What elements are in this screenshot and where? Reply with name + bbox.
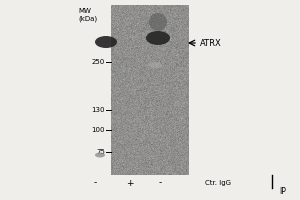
Text: ATRX: ATRX bbox=[200, 38, 222, 47]
Text: MW
(kDa): MW (kDa) bbox=[78, 8, 97, 21]
Text: Ctr. IgG: Ctr. IgG bbox=[205, 180, 231, 186]
Text: IP: IP bbox=[280, 186, 286, 196]
Text: 130: 130 bbox=[92, 107, 105, 113]
Ellipse shape bbox=[146, 31, 170, 45]
Ellipse shape bbox=[95, 36, 117, 48]
Text: 75: 75 bbox=[96, 149, 105, 155]
Ellipse shape bbox=[149, 13, 167, 31]
Bar bbox=[111, 5, 189, 175]
Text: 250: 250 bbox=[92, 59, 105, 65]
Text: -: - bbox=[93, 178, 97, 188]
Ellipse shape bbox=[95, 152, 105, 158]
Ellipse shape bbox=[148, 62, 162, 68]
Text: +: + bbox=[126, 178, 134, 188]
Text: 100: 100 bbox=[92, 127, 105, 133]
Text: -: - bbox=[158, 178, 162, 188]
